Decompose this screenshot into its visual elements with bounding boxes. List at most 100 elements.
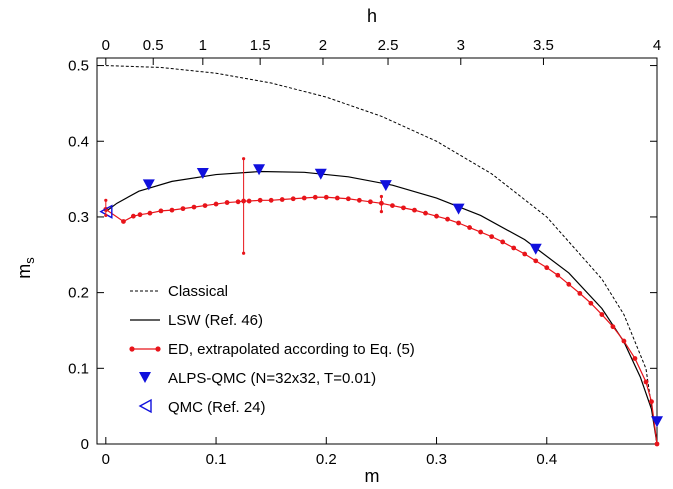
- data-point-ed-extrapolated-according-to-eq-5: [621, 338, 627, 344]
- data-point-ed-extrapolated-according-to-eq-5: [158, 208, 164, 214]
- legend-label-classical: Classical: [168, 283, 228, 300]
- data-point-alps-qmc-n-32x32-t-0-01: [253, 164, 266, 176]
- plot-frame: [96, 57, 658, 445]
- top-tick-label: 4: [653, 37, 661, 54]
- data-point-ed-extrapolated-according-to-eq-5: [121, 219, 126, 224]
- data-point-ed-extrapolated-according-to-eq-5: [500, 239, 506, 245]
- data-point-ed-extrapolated-according-to-eq-5: [654, 441, 660, 447]
- error-bar-cap: [242, 251, 246, 255]
- legend-label-alps-qmc: ALPS-QMC (N=32x32, T=0.01): [168, 370, 376, 387]
- x-tick-label: 0.4: [536, 451, 557, 468]
- top-tick-label: 1: [199, 37, 207, 54]
- data-point-ed-extrapolated-according-to-eq-5: [323, 194, 329, 200]
- data-point-ed-extrapolated-according-to-eq-5: [401, 205, 406, 211]
- y-axis-title-main: m: [14, 264, 34, 279]
- data-point-ed-extrapolated-according-to-eq-5: [202, 203, 208, 208]
- data-point-ed-extrapolated-according-to-eq-5: [434, 213, 439, 219]
- data-point-ed-extrapolated-according-to-eq-5: [279, 197, 285, 202]
- data-point-ed-extrapolated-according-to-eq-5: [312, 194, 318, 200]
- legend-label-ed: ED, extrapolated according to Eq. (5): [168, 341, 415, 358]
- data-point-ed-extrapolated-according-to-eq-5: [130, 213, 136, 219]
- axis-ticks: 0 0.1 0.2 0.3 0.4 0 0.1 0.2 0.3 0.4 0.5 0 0.5 1 1.5 2 2.…: [68, 37, 661, 468]
- data-point-ed-extrapolated-according-to-eq-5: [334, 195, 340, 201]
- data-point-ed-extrapolated-according-to-eq-5: [301, 195, 307, 201]
- data-point-ed-extrapolated-according-to-eq-5: [566, 281, 572, 287]
- error-bar-cap: [242, 157, 246, 161]
- data-point-ed-extrapolated-according-to-eq-5: [423, 210, 428, 216]
- x-tick-label: 0.3: [426, 451, 447, 468]
- top-tick-label: 0.5: [143, 37, 164, 54]
- y-axis-title: ms: [14, 257, 37, 279]
- top-tick-label: 3.5: [533, 37, 554, 54]
- series-layer: [99, 65, 663, 447]
- x-tick-label: 0.2: [316, 451, 337, 468]
- x-tick-label: 0: [102, 451, 110, 468]
- top-tick-label: 2: [319, 37, 327, 54]
- legend-label-lsw: LSW (Ref. 46): [168, 312, 263, 329]
- error-bar-cap: [379, 194, 384, 199]
- top-tick-label: 2.5: [378, 37, 399, 54]
- data-point-alps-qmc-n-32x32-t-0-01: [142, 179, 155, 191]
- data-point-ed-extrapolated-according-to-eq-5: [367, 199, 373, 205]
- legend-label-qmc-ref: QMC (Ref. 24): [168, 399, 266, 416]
- data-point-alps-qmc-n-32x32-t-0-01: [379, 180, 392, 192]
- data-point-ed-extrapolated-according-to-eq-5: [456, 220, 461, 226]
- error-bar-cap: [104, 213, 108, 218]
- data-point-ed-extrapolated-according-to-eq-5: [290, 196, 296, 202]
- legend-swatch-ed-marker-left: [129, 346, 135, 352]
- data-point-ed-extrapolated-according-to-eq-5: [555, 272, 561, 278]
- data-point-ed-extrapolated-according-to-eq-5: [345, 196, 351, 202]
- data-point-ed-extrapolated-according-to-eq-5: [246, 198, 252, 204]
- x-axis-title: m: [365, 466, 380, 486]
- data-point-ed-extrapolated-according-to-eq-5: [257, 197, 263, 203]
- error-bar-cap: [379, 210, 384, 214]
- data-point-ed-extrapolated-according-to-eq-5: [522, 251, 528, 257]
- top-axis-title: h: [367, 6, 377, 26]
- data-point-ed-extrapolated-according-to-eq-5: [412, 207, 417, 213]
- data-point-ed-extrapolated-according-to-eq-5: [489, 234, 495, 240]
- data-point-ed-extrapolated-according-to-eq-5: [643, 379, 649, 385]
- data-point-ed-extrapolated-according-to-eq-5: [137, 212, 143, 218]
- series-line-lsw-ref-46: [105, 170, 658, 445]
- data-point-ed-extrapolated-according-to-eq-5: [467, 225, 472, 230]
- data-point-ed-extrapolated-according-to-eq-5: [180, 206, 186, 212]
- y-tick-label: 0: [81, 436, 89, 453]
- data-point-ed-extrapolated-according-to-eq-5: [588, 300, 594, 306]
- data-point-ed-extrapolated-according-to-eq-5: [533, 258, 539, 264]
- data-point-ed-extrapolated-according-to-eq-5: [268, 197, 274, 203]
- data-point-ed-extrapolated-according-to-eq-5: [235, 199, 241, 205]
- legend-swatch-ed-marker-right: [155, 346, 161, 352]
- legend-swatch-alps-qmc: [139, 372, 151, 383]
- svg-text:ms: ms: [14, 257, 37, 279]
- y-tick-label: 0.4: [68, 133, 89, 150]
- data-point-ed-extrapolated-according-to-eq-5: [544, 265, 550, 271]
- data-point-ed-extrapolated-according-to-eq-5: [169, 207, 175, 213]
- data-point-alps-qmc-n-32x32-t-0-01: [452, 203, 465, 215]
- data-point-alps-qmc-n-32x32-t-0-01: [196, 168, 209, 180]
- data-point-alps-qmc-n-32x32-t-0-01: [314, 168, 327, 180]
- top-tick-label: 1.5: [250, 37, 271, 54]
- data-point-ed-extrapolated-according-to-eq-5: [445, 216, 450, 222]
- data-point-ed-extrapolated-according-to-eq-5: [632, 356, 638, 361]
- error-bar-cap: [104, 198, 108, 202]
- data-point-ed-extrapolated-according-to-eq-5: [356, 197, 362, 203]
- data-point-ed-extrapolated-according-to-eq-5: [213, 201, 219, 207]
- data-point-ed-extrapolated-according-to-eq-5: [577, 290, 583, 296]
- data-point-ed-extrapolated-according-to-eq-5: [649, 399, 654, 405]
- data-point-ed-extrapolated-according-to-eq-5: [599, 312, 605, 317]
- data-point-alps-qmc-n-32x32-t-0-01: [651, 416, 663, 428]
- data-point-ed-extrapolated-according-to-eq-5: [511, 245, 517, 251]
- y-tick-label: 0.5: [68, 58, 89, 75]
- legend-swatch-qmc-ref: [138, 398, 152, 414]
- top-tick-label: 3: [457, 37, 465, 54]
- legend: Classical LSW (Ref. 46) ED, extrapolated…: [129, 283, 415, 416]
- x-tick-label: 0.1: [206, 451, 227, 468]
- data-point-ed-extrapolated-according-to-eq-5: [224, 200, 230, 205]
- y-tick-label: 0.3: [68, 209, 89, 226]
- data-point-ed-extrapolated-according-to-eq-5: [147, 210, 153, 216]
- data-point-ed-extrapolated-according-to-eq-5: [191, 204, 197, 210]
- data-point-ed-extrapolated-according-to-eq-5: [478, 229, 484, 235]
- data-point-ed-extrapolated-according-to-eq-5: [390, 203, 395, 208]
- y-tick-label: 0.2: [68, 285, 89, 302]
- top-tick-label: 0: [102, 37, 110, 54]
